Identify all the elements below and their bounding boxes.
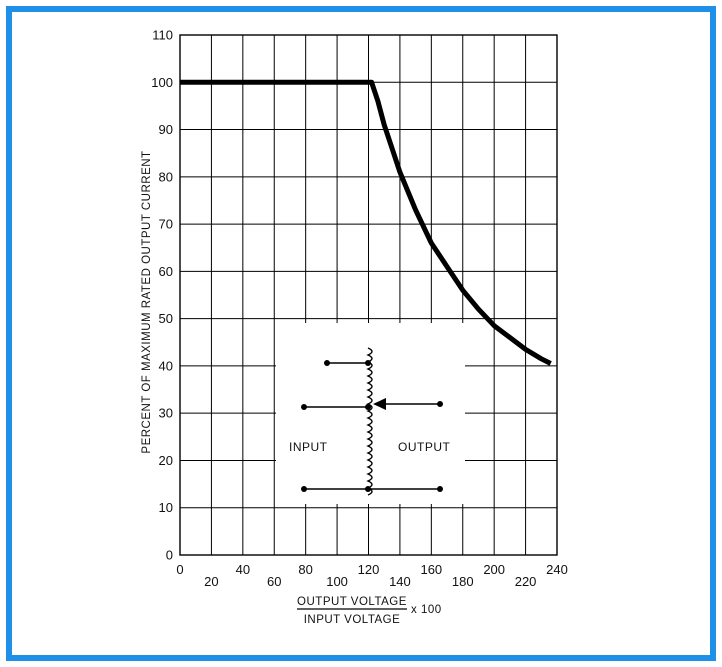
terminal-dot	[365, 486, 371, 492]
y-tick-label: 50	[159, 311, 173, 326]
x-tick-label: 160	[420, 562, 442, 577]
axes	[179, 34, 558, 556]
y-tick-label: 90	[159, 122, 173, 137]
x-tick-label: 220	[515, 574, 537, 589]
y-tick-label: 30	[159, 406, 173, 421]
inset-output-label: OUTPUT	[398, 440, 451, 454]
tick-labels: 0 10 20 30 40 50 60 70 80 90 100 110 0 40 80 120 160 200 2…	[151, 28, 568, 590]
y-tick-label: 110	[152, 28, 173, 43]
plot-border	[179, 34, 558, 556]
series-line	[180, 79, 552, 366]
terminal-dot	[301, 486, 307, 492]
x-tick-label: 60	[267, 574, 281, 589]
x-tick-label: 20	[204, 574, 218, 589]
inset-diagram: INPUT OUTPUT	[276, 323, 465, 504]
x-tick-label: 100	[326, 574, 348, 589]
x-tick-label: 200	[483, 562, 505, 577]
x-tick-label: 0	[176, 562, 183, 577]
terminal-dot	[365, 360, 371, 366]
y-tick-label: 80	[159, 169, 173, 184]
x-axis-title-numerator: OUTPUT VOLTAGE	[297, 596, 407, 608]
x-tick-label: 180	[452, 574, 474, 589]
y-tick-label: 0	[166, 548, 173, 563]
x-tick-label: 40	[236, 562, 250, 577]
terminal-dot	[301, 404, 307, 410]
x-axis-title-multiplier: x 100	[411, 604, 442, 616]
series-layer	[180, 79, 552, 366]
y-tick-label: 70	[159, 217, 173, 232]
x-axis-title-denominator: INPUT VOLTAGE	[304, 614, 401, 626]
x-tick-label: 120	[358, 562, 380, 577]
x-tick-label: 80	[298, 562, 312, 577]
y-tick-label: 40	[159, 358, 173, 373]
transformer-coil	[366, 347, 373, 496]
y-tick-label: 60	[159, 264, 173, 279]
y-axis-title: PERCENT OF MAXIMUM RATED OUTPUT CURRENT	[141, 150, 153, 453]
x-tick-label: 240	[546, 562, 568, 577]
terminal-dot	[365, 404, 371, 410]
terminal-dot	[324, 360, 330, 366]
x-tick-label: 140	[389, 574, 411, 589]
inset-input-label: INPUT	[289, 440, 328, 454]
terminal-dot	[437, 401, 443, 407]
y-tick-label: 20	[159, 453, 173, 468]
terminal-dot	[437, 486, 443, 492]
wiper-arrow-icon	[373, 398, 386, 410]
y-tick-label: 10	[159, 500, 173, 515]
y-tick-label: 100	[151, 75, 173, 90]
